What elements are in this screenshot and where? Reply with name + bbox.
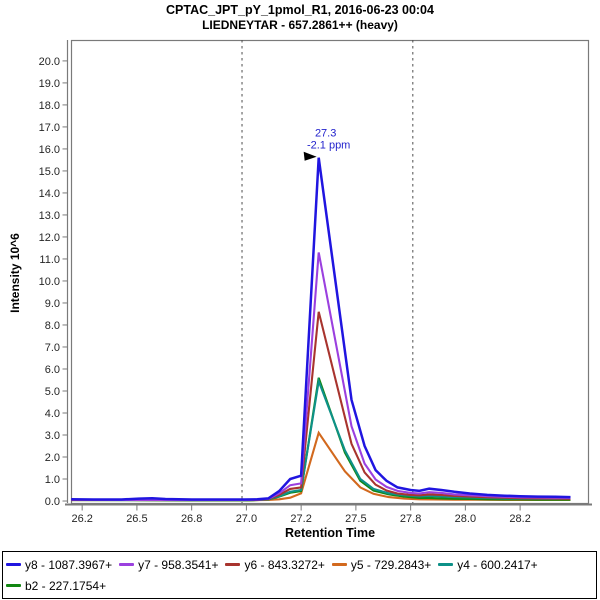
plot-area[interactable] — [70, 39, 590, 505]
y-tick-label: 13.0 — [39, 210, 60, 222]
legend-label: y7 - 958.3541+ — [138, 557, 219, 572]
y-tick-label: 3.0 — [45, 430, 60, 442]
legend-label: b2 - 227.1754+ — [25, 578, 107, 593]
legend-line-swatch-icon — [119, 563, 135, 566]
y-tick-label: 0.0 — [45, 496, 60, 508]
y-tick-label: 19.0 — [39, 78, 60, 90]
y-tick-label: 4.0 — [45, 408, 60, 420]
x-tick-label: 27.2 — [290, 513, 311, 525]
legend-line-swatch-icon — [438, 563, 454, 566]
legend-item-y6: y6 - 843.3272+ — [225, 557, 325, 572]
y-tick-label: 8.0 — [45, 320, 60, 332]
y-axis-title: Intensity 10^6 — [8, 233, 22, 313]
legend-label: y4 - 600.2417+ — [457, 557, 538, 572]
series-line-y8[interactable] — [71, 157, 571, 501]
x-tick-label: 28.0 — [455, 513, 476, 525]
y-tick-label: 17.0 — [39, 122, 60, 134]
peak-rt-annotation[interactable]: 27.3 — [315, 128, 336, 140]
peak-pointer-arrow-icon — [303, 151, 317, 161]
x-tick-label: 26.8 — [181, 513, 202, 525]
peak-ppm-annotation[interactable]: -2.1 ppm — [307, 140, 350, 152]
y-tick-label: 11.0 — [39, 254, 60, 266]
chart-subtitle: LIEDNEYTAR - 657.2861++ (heavy) — [202, 18, 398, 32]
y-tick-label: 18.0 — [39, 100, 60, 112]
y-tick-label: 10.0 — [39, 276, 60, 288]
legend-item-b2: b2 - 227.1754+ — [6, 579, 106, 593]
y-tick-label: 6.0 — [45, 364, 60, 376]
legend-line-swatch-icon — [225, 563, 241, 566]
legend-item-y5: y5 - 729.2843+ — [331, 557, 432, 572]
legend-item-y8: y8 - 1087.3967+ — [6, 558, 112, 572]
transition-legend: y8 - 1087.3967+ y7 - 958.3541+ y6 - 843.32… — [2, 551, 597, 599]
legend-line-swatch-icon — [331, 563, 347, 566]
y-tick-label: 20.0 — [39, 56, 60, 68]
y-tick-label: 16.0 — [39, 144, 60, 156]
legend-row: y8 - 1087.3967+ y7 - 958.3541+ y6 - 843.32… — [6, 558, 593, 572]
legend-label: y5 - 729.2843+ — [350, 557, 432, 572]
legend-line-swatch-icon — [6, 563, 21, 566]
legend-item-y4: y4 - 600.2417+ — [438, 557, 538, 572]
y-tick-label: 1.0 — [45, 474, 60, 486]
y-tick-label: 15.0 — [39, 166, 60, 178]
legend-row: b2 - 227.1754+ — [6, 579, 593, 593]
chart-title: CPTAC_JPT_pY_1pmol_R1, 2016-06-23 00:04 — [166, 3, 434, 17]
legend-label: y6 - 843.3272+ — [244, 557, 325, 572]
x-tick-label: 27.0 — [236, 513, 257, 525]
x-tick-label: 27.5 — [345, 513, 366, 525]
legend-line-swatch-icon — [6, 584, 21, 587]
x-axis-title: Retention Time — [284, 526, 376, 540]
legend-label: y8 - 1087.3967+ — [25, 557, 113, 572]
x-tick-label: 27.8 — [400, 513, 421, 525]
y-tick-label: 9.0 — [45, 298, 60, 310]
y-tick-label: 7.0 — [45, 342, 60, 354]
y-tick-label: 2.0 — [45, 452, 60, 464]
y-tick-label: 14.0 — [39, 188, 60, 200]
x-tick-label: 28.2 — [509, 513, 530, 525]
y-tick-label: 5.0 — [45, 386, 60, 398]
legend-item-y7: y7 - 958.3541+ — [119, 558, 218, 572]
y-tick-label: 12.0 — [39, 232, 60, 244]
x-tick-label: 26.5 — [126, 513, 147, 525]
x-tick-label: 26.2 — [71, 513, 92, 525]
